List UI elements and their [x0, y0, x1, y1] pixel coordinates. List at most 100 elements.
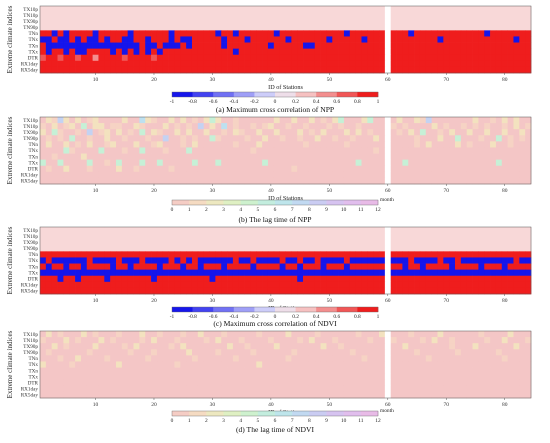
heatmap-cell — [267, 373, 275, 381]
heatmap-cell — [180, 153, 187, 160]
heatmap-cell — [355, 391, 362, 399]
heatmap-cell — [338, 54, 345, 62]
heatmap-cell — [133, 373, 140, 381]
heatmap-cell — [75, 245, 82, 252]
heatmap-cell — [367, 379, 374, 387]
heatmap-cell — [326, 159, 333, 167]
heatmap-cell — [127, 36, 134, 43]
colorbar-tick-label: 1 — [188, 207, 191, 213]
heatmap-cell — [238, 129, 245, 136]
heatmap-cell — [402, 337, 409, 344]
heatmap-cell — [402, 54, 409, 62]
heatmap-cell — [384, 6, 392, 13]
heatmap-cell — [215, 373, 222, 381]
heatmap-cell — [373, 275, 380, 283]
heatmap-cell — [384, 159, 392, 167]
heatmap-cell — [98, 153, 105, 160]
heatmap-cell — [98, 141, 105, 148]
heatmap-cell — [145, 287, 152, 295]
heatmap-cell — [384, 24, 392, 31]
heatmap-cell — [379, 269, 386, 277]
heatmap-cell — [209, 343, 216, 350]
heatmap-cell — [343, 287, 351, 295]
colorbar-tick-label: 4 — [239, 418, 242, 424]
heatmap-cell — [104, 129, 111, 136]
heatmap-cell — [431, 391, 438, 399]
heatmap-cell — [63, 227, 70, 234]
heatmap-cell — [151, 349, 158, 356]
row-label: TXx — [28, 270, 38, 276]
heatmap-cell — [408, 355, 415, 362]
heatmap-cell — [332, 361, 339, 368]
heatmap-cell — [431, 239, 438, 246]
heatmap-cell — [338, 385, 345, 393]
heatmap-cell — [320, 165, 327, 173]
heatmap-cell — [320, 391, 327, 399]
heatmap-cell — [402, 263, 409, 270]
heatmap-cell — [92, 269, 99, 277]
x-axis-title: ID of Stations — [268, 84, 303, 91]
heatmap-cell — [221, 66, 228, 74]
x-tick-label: 20 — [151, 77, 157, 83]
heatmap-cell — [490, 129, 497, 136]
heatmap-cell — [425, 141, 432, 148]
heatmap-cell — [98, 54, 105, 62]
heatmap-cell — [145, 337, 152, 344]
heatmap-cell — [402, 147, 409, 154]
heatmap-cell — [332, 117, 339, 124]
heatmap-cell — [227, 385, 234, 393]
heatmap-cell — [203, 287, 210, 295]
heatmap-cell — [209, 117, 216, 124]
heatmap-cell — [279, 36, 286, 43]
heatmap-cell — [57, 385, 64, 393]
colorbar-tick-label: -0.2 — [250, 99, 259, 105]
heatmap-cell — [197, 239, 205, 246]
heatmap-cell — [373, 227, 380, 234]
heatmap-cell — [484, 379, 491, 387]
heatmap-cell — [478, 135, 485, 142]
heatmap-cell — [314, 66, 321, 74]
heatmap-cell — [186, 361, 193, 368]
heatmap-cell — [303, 36, 310, 43]
heatmap-cell — [408, 343, 415, 350]
heatmap-cell — [291, 349, 298, 356]
heatmap-cell — [384, 135, 392, 142]
heatmap-cell — [495, 355, 503, 362]
heatmap-cell — [250, 379, 257, 387]
heatmap-cell — [63, 385, 70, 393]
heatmap-cell — [472, 153, 479, 160]
heatmap-cell — [186, 233, 193, 240]
heatmap-cell — [425, 159, 432, 167]
heatmap-cell — [507, 275, 514, 283]
heatmap-cell — [69, 343, 76, 350]
heatmap-cell — [180, 66, 187, 74]
heatmap-cell — [115, 135, 123, 142]
heatmap-cell — [127, 48, 134, 56]
heatmap-cell — [279, 349, 286, 356]
heatmap-cell — [361, 385, 368, 393]
heatmap-cell — [162, 275, 169, 283]
heatmap-cell — [308, 343, 316, 350]
heatmap-cell — [238, 24, 245, 31]
heatmap-cell — [367, 54, 374, 62]
heatmap-cell — [139, 367, 146, 374]
heatmap-cell — [349, 361, 356, 368]
heatmap-cell — [186, 227, 193, 234]
heatmap-cell — [490, 331, 497, 338]
heatmap-cell — [267, 12, 275, 19]
heatmap-cell — [373, 60, 380, 68]
heatmap-cell — [437, 117, 444, 124]
heatmap-cell — [373, 48, 380, 56]
heatmap-cell — [332, 6, 339, 13]
heatmap-cell — [162, 171, 169, 179]
heatmap-cell — [63, 239, 70, 246]
heatmap-cell — [490, 367, 497, 374]
heatmap-cell — [320, 275, 327, 283]
heatmap-cell — [180, 36, 187, 43]
heatmap-cell — [215, 349, 222, 356]
heatmap-cell — [186, 123, 193, 130]
heatmap-cell — [425, 36, 432, 43]
heatmap-cell — [367, 251, 374, 258]
heatmap-cell — [285, 177, 292, 185]
heatmap-cell — [525, 153, 532, 160]
